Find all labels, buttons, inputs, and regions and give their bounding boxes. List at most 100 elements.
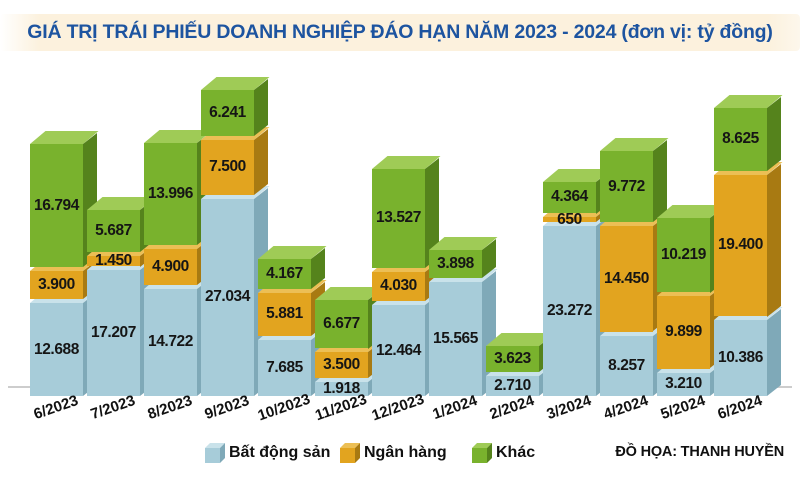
segment-ngan-hang (315, 352, 368, 378)
value-label: 4.900 (152, 257, 189, 275)
value-label: 3.210 (665, 375, 702, 393)
segment-bat-dong-san (486, 376, 539, 396)
segment-khac (486, 345, 539, 373)
value-label: 12.688 (33, 340, 79, 358)
segment-bat-dong-san (87, 270, 140, 396)
value-label: 27.034 (204, 288, 250, 306)
bar-10-2023: 7.685 5.881 4.167 (258, 239, 327, 396)
legend-item-ngan-hang: Ngân hàng (340, 443, 447, 463)
legend-item-khac: Khác (472, 443, 535, 463)
segment-khac (600, 150, 653, 223)
legend-label: Khác (496, 444, 536, 461)
bar-3-2024: 23.272 650 4.364 (543, 162, 612, 396)
bar-4-2024: 8.257 14.450 9.772 (600, 131, 669, 396)
value-label: 4.167 (266, 264, 303, 282)
value-label: 15.565 (432, 330, 478, 348)
segment-ngan-hang (543, 217, 596, 223)
segment-bat-dong-san (201, 198, 254, 396)
segment-ngan-hang (600, 226, 653, 332)
segment-khac (258, 258, 311, 289)
segment-bat-dong-san (657, 372, 710, 396)
bar-1-2024: 15.565 3.898 (429, 230, 498, 396)
segment-khac (201, 90, 254, 136)
segment-khac (714, 107, 767, 171)
segment-ngan-hang (372, 271, 425, 302)
value-label: 9.899 (665, 323, 702, 341)
segment-bat-dong-san (543, 226, 596, 396)
value-label: 17.207 (90, 324, 136, 342)
segment-khac (315, 299, 368, 349)
segment-ngan-hang (657, 296, 710, 369)
segment-ngan-hang (714, 174, 767, 317)
legend-cube-icon (472, 447, 487, 463)
value-label: 3.623 (494, 350, 531, 367)
value-label: 14.722 (147, 333, 193, 351)
segment-khac (657, 217, 710, 293)
title-bar: GIÁ TRỊ TRÁI PHIẾU DOANH NGHIỆP ĐÁO HẠN … (0, 14, 800, 51)
value-label: 6.677 (323, 315, 360, 333)
value-label: 1.918 (323, 379, 360, 397)
segment-ngan-hang (144, 248, 197, 285)
segment-bat-dong-san (258, 339, 311, 396)
segment-khac (30, 144, 83, 267)
bar-9-2023: 27.034 7.500 6.241 (201, 70, 270, 396)
page-title: GIÁ TRỊ TRÁI PHIẾU DOANH NGHIỆP ĐÁO HẠN … (27, 21, 773, 43)
segment-khac (372, 168, 425, 268)
bar-5-2024: 3.210 9.899 10.219 (657, 198, 726, 396)
legend-item-bat-dong-san: Bất động sản (205, 443, 330, 463)
legend-label: Bất động sản (229, 444, 331, 461)
value-label: 6.241 (209, 104, 246, 122)
value-label: 650 (557, 210, 582, 228)
value-label: 10.386 (717, 349, 763, 367)
segment-khac (87, 210, 140, 252)
segment-khac (144, 142, 197, 245)
value-label: 8.257 (608, 356, 645, 374)
bar-8-2023: 14.722 4.900 13.996 (144, 123, 213, 396)
credit-text: ĐỒ HỌA: THANH HUYỀN (615, 444, 784, 460)
value-label: 7.685 (266, 358, 303, 376)
segment-khac (429, 249, 482, 279)
value-label: 13.996 (147, 184, 193, 202)
value-label: 1.450 (95, 252, 132, 270)
value-label: 4.364 (551, 188, 588, 206)
value-label: 4.030 (380, 277, 417, 295)
legend-cube-icon (340, 447, 355, 463)
segment-bat-dong-san (714, 320, 767, 396)
segment-bat-dong-san (315, 382, 368, 396)
value-label: 8.625 (722, 130, 759, 148)
value-label: 3.900 (38, 276, 75, 294)
bar-12-2023: 12.464 4.030 13.527 (372, 149, 441, 396)
value-label: 12.464 (375, 341, 421, 359)
value-label: 2.710 (494, 377, 531, 395)
bar-2-2024: 2.710 3.623 (486, 326, 555, 396)
segment-bat-dong-san (144, 288, 197, 396)
value-label: 16.794 (33, 196, 79, 214)
segment-ngan-hang (201, 139, 254, 195)
segment-ngan-hang (87, 255, 140, 267)
value-label: 13.527 (375, 209, 421, 227)
segment-ngan-hang (258, 292, 311, 336)
value-label: 5.687 (95, 222, 132, 240)
value-label: 23.272 (546, 302, 592, 320)
value-label: 7.500 (209, 158, 246, 176)
value-label: 5.881 (266, 305, 303, 323)
bar-7-2023: 17.207 1.450 5.687 (87, 190, 156, 396)
segment-bat-dong-san (429, 282, 482, 396)
value-label: 9.772 (608, 177, 645, 195)
legend-label: Ngân hàng (364, 444, 447, 461)
bar-11-2023: 1.918 3.500 6.677 (315, 280, 384, 397)
segment-ngan-hang (30, 270, 83, 300)
segment-bat-dong-san (372, 305, 425, 396)
legend-cube-icon (205, 447, 220, 463)
segment-khac (543, 181, 596, 214)
value-label: 10.219 (660, 246, 706, 264)
segment-bat-dong-san (600, 335, 653, 396)
value-label: 14.450 (603, 269, 649, 287)
value-label: 3.500 (323, 356, 360, 374)
bar-6-2023: 12.688 3.900 16.794 (30, 124, 99, 396)
bar-6-2024: 10.386 19.400 8.625 (714, 88, 783, 396)
value-label: 3.898 (437, 255, 474, 273)
segment-bat-dong-san (30, 303, 83, 396)
